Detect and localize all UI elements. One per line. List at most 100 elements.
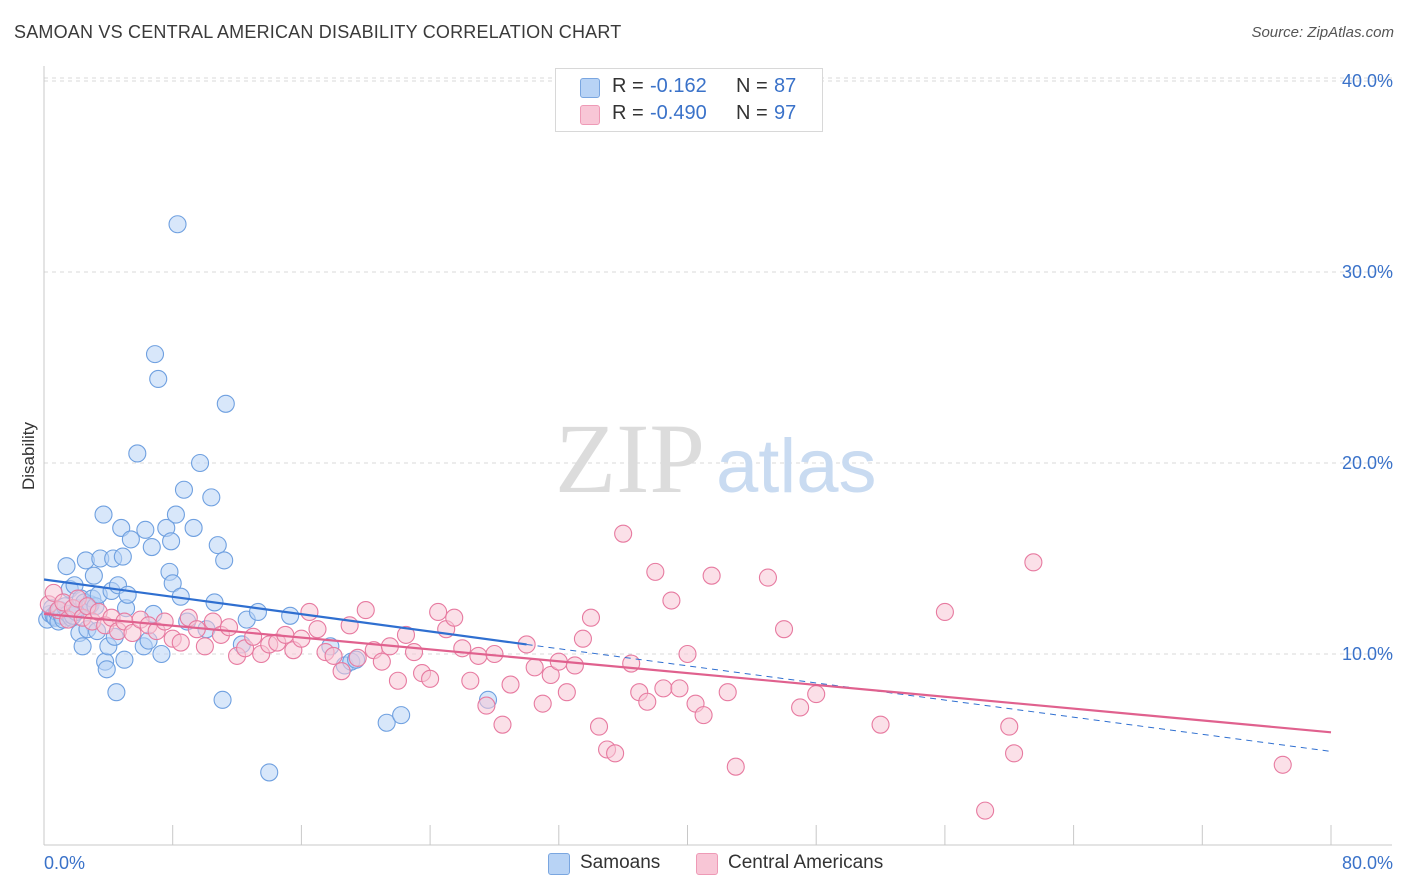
correlation-legend: R = -0.162 N = 87 R = -0.490 N = 97 [555,68,823,132]
data-point [174,480,194,499]
data-point [348,648,367,667]
data-point [171,633,190,652]
data-point [248,602,268,622]
trend-line-extension [526,643,1332,752]
data-point [871,715,890,734]
y-tick-label: 40.0% [1342,71,1393,91]
data-point [377,713,396,732]
data-point [113,547,132,566]
data-point [589,717,609,736]
data-point [388,671,407,690]
legend-n-value: 97 [774,102,797,124]
data-point [300,602,319,622]
data-point [718,683,737,702]
data-point [662,591,681,610]
data-point [1273,755,1292,774]
data-point [73,637,92,656]
data-point [215,551,234,570]
legend-n-label: N = [736,102,768,124]
data-point [396,625,416,644]
data-point [565,656,584,675]
data-point [573,629,592,648]
data-point [163,574,182,593]
data-point [332,662,351,681]
data-point [184,518,203,537]
data-point [213,690,232,709]
data-point [694,706,713,725]
data-point [654,679,673,698]
legend-r-value: -0.490 [650,102,707,124]
chart-title: SAMOAN VS CENTRAL AMERICAN DISABILITY CO… [14,22,622,42]
data-point [166,505,185,524]
data-point [190,453,210,473]
data-point [525,658,544,677]
legend-r-label: R = [612,75,644,97]
data-point [168,215,187,234]
data-point [646,562,665,581]
data-point [155,612,174,631]
data-point [219,618,239,637]
data-point [461,671,480,690]
legend-swatch-samoans [548,853,570,875]
data-point [1000,717,1019,736]
data-point [107,683,126,702]
data-point [1005,744,1024,763]
watermark-atlas: atlas [716,424,877,509]
gridlines [44,77,1392,655]
data-point [581,608,601,627]
y-tick-label: 10.0% [1342,644,1393,664]
legend-n-value: 87 [774,75,797,97]
data-point [392,706,411,725]
data-point [976,801,995,820]
data-point [606,744,625,763]
data-point [208,536,227,555]
data-point [807,685,826,704]
data-point [115,650,134,669]
data-point [421,669,440,688]
watermark-zip: ZIP [555,403,705,514]
legend-swatch-central-americans [696,853,718,875]
axis-labels: 10.0% 20.0% 30.0% 40.0% 0.0% 80.0% Disability [19,71,1393,873]
data-point [216,394,235,413]
data-point [94,505,113,524]
data-point [152,644,171,664]
data-point [57,557,76,576]
data-point [935,602,954,622]
data-point [372,652,391,671]
trend-lines [43,578,1332,752]
data-point [774,620,794,639]
data-point [758,568,777,587]
legend-label-central-americans: Central Americans [728,852,884,873]
data-point [614,524,633,543]
data-point [142,537,161,557]
x-tick-label: 80.0% [1342,853,1393,873]
axes [43,66,1392,846]
data-point [121,530,140,549]
data-point [469,646,488,665]
data-point [123,623,142,643]
data-point [791,698,810,717]
data-point [493,715,512,734]
data-point [404,643,424,662]
data-point [670,679,689,698]
data-point [145,345,165,364]
data-point [1024,553,1043,572]
trend-line [43,578,527,646]
data-point [453,639,472,658]
data-point [162,532,181,551]
data-point [477,696,496,715]
data-point [128,444,147,463]
data-point [202,488,221,507]
source-label: Source: ZipAtlas.com [1251,24,1394,41]
y-tick-label: 30.0% [1342,262,1393,282]
data-point [97,660,116,679]
legend-label-samoans: Samoans [580,852,661,873]
data-point [308,620,327,639]
data-point [678,644,697,664]
data-point [429,602,448,622]
data-point [557,683,576,702]
legend-r-value: -0.162 [650,75,707,97]
data-point [702,566,721,585]
series-samoans [38,215,498,782]
trend-line [43,612,1332,734]
